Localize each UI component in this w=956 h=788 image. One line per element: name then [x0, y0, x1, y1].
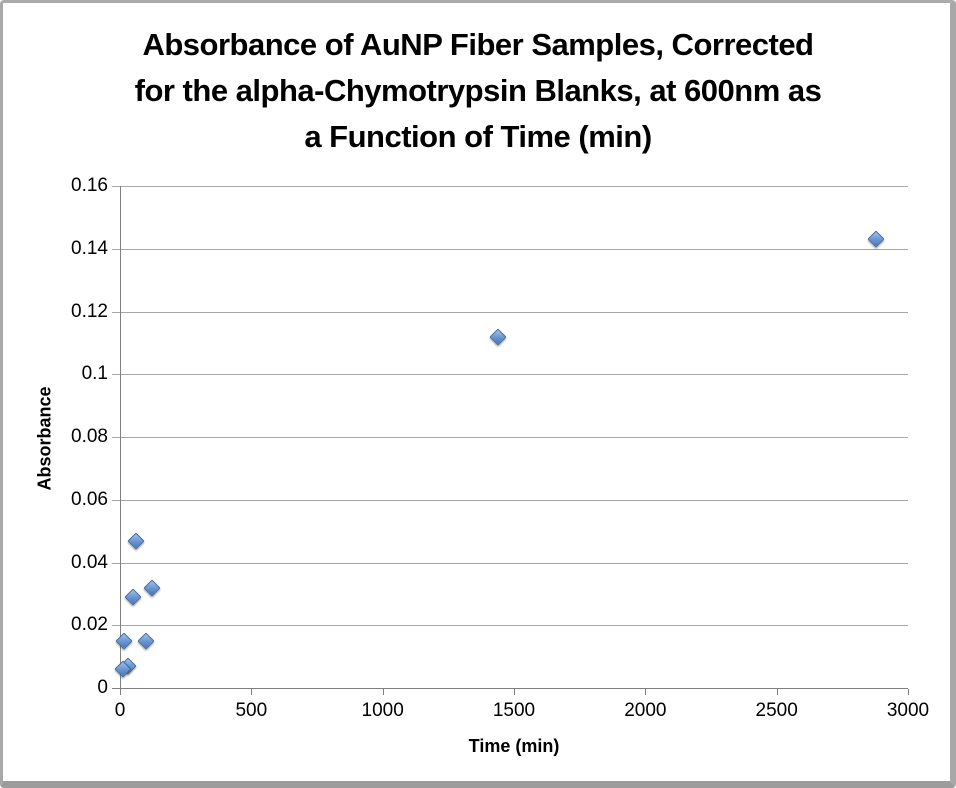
data-point-marker	[867, 230, 885, 248]
x-axis-tick-mark	[251, 689, 253, 695]
data-point-marker	[489, 328, 507, 346]
y-axis-tick-label: 0	[97, 677, 108, 698]
data-point-marker	[143, 579, 161, 597]
chart-title: Absorbance of AuNP Fiber Samples, Correc…	[0, 22, 956, 160]
data-point-marker	[124, 588, 142, 606]
y-axis-tick-label: 0.14	[71, 237, 108, 259]
y-gridline	[112, 248, 908, 250]
x-axis-tick-mark	[382, 689, 384, 695]
y-gridline	[112, 374, 908, 376]
x-axis-tick-mark	[776, 689, 778, 695]
y-axis-line	[120, 186, 121, 695]
y-axis-title: Absorbance	[34, 386, 55, 491]
y-gridline	[112, 625, 908, 627]
x-axis-tick-label: 1500	[492, 700, 536, 721]
chart-title-line-1: Absorbance of AuNP Fiber Samples, Correc…	[142, 27, 814, 62]
x-axis-tick-label: 0	[114, 700, 126, 721]
x-axis-tick-mark	[514, 689, 515, 695]
data-point-marker	[115, 632, 133, 650]
y-gridline	[112, 562, 908, 564]
y-gridline	[112, 437, 908, 438]
y-axis-tick-label: 0.02	[71, 614, 108, 636]
data-point-marker	[137, 632, 155, 650]
y-gridline	[112, 311, 908, 313]
plot-area: 0 0.02 0.04 0.06 0.08 0.1 0.12 0.14 0.16 0 500 1000…	[71, 176, 929, 721]
x-axis-tick-mark	[645, 689, 647, 695]
y-axis-tick-label: 0.04	[71, 551, 108, 573]
y-axis-tick-label: 0.12	[71, 300, 108, 322]
y-axis-tick-label: 0.06	[71, 488, 108, 510]
chart-title-line-3: a Function of Time (min)	[304, 119, 652, 154]
y-axis-tick-label: 0.1	[81, 363, 108, 385]
x-axis-title: Time (min)	[468, 736, 560, 756]
x-axis-tick-label: 3000	[886, 700, 930, 721]
data-point-marker	[127, 532, 145, 550]
y-gridline	[112, 186, 908, 187]
y-gridline	[112, 499, 908, 501]
x-axis-tick-mark	[120, 689, 121, 695]
y-axis-tick-label: 0.08	[71, 426, 108, 447]
x-axis-line	[112, 688, 908, 689]
x-axis-tick-label: 500	[235, 700, 268, 721]
x-axis-tick-mark	[908, 689, 909, 695]
y-axis-tick-label: 0.16	[71, 175, 108, 196]
x-axis-tick-label: 2000	[624, 700, 667, 721]
chart-title-line-2: for the alpha-Chymotrypsin Blanks, at 60…	[134, 73, 822, 108]
x-axis-tick-label: 2500	[755, 700, 798, 721]
x-axis-tick-label: 1000	[361, 700, 404, 721]
